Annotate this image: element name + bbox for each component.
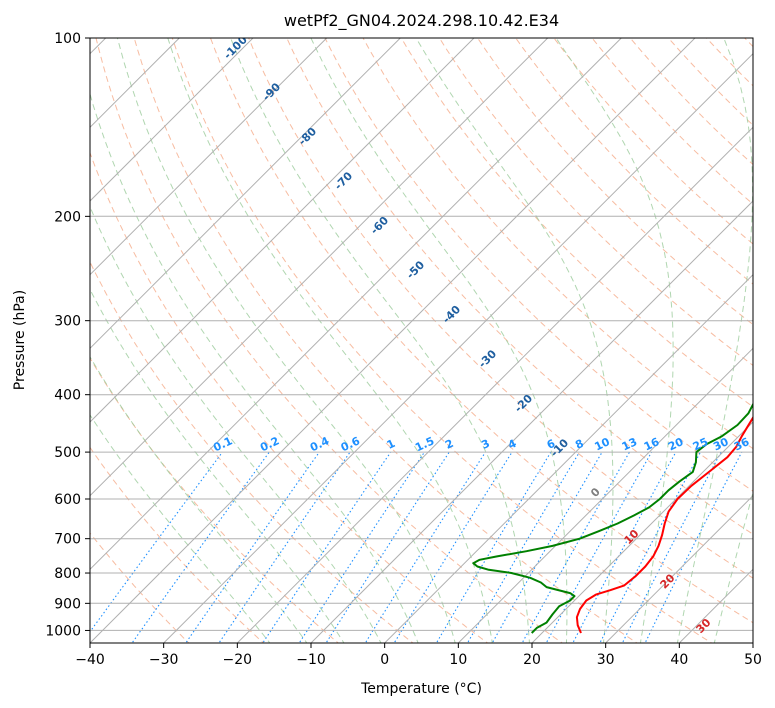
x-axis-title: Temperature (°C)	[360, 681, 482, 697]
isotherm-line	[531, 421, 753, 643]
mixing-ratio-line	[298, 451, 425, 643]
y-tick-label: 800	[54, 566, 81, 582]
mixing-ratio-label: 10	[593, 435, 613, 453]
y-tick-label: 400	[54, 388, 81, 404]
chart-title: wetPf2_GN04.2024.298.10.42.E34	[284, 11, 559, 31]
x-tick-label: 30	[597, 652, 615, 668]
mixing-ratio-line	[393, 451, 513, 643]
profile-lines	[472, 402, 753, 634]
mixing-ratio-line	[325, 451, 450, 643]
y-tick-label: 300	[54, 314, 81, 330]
mixing-ratio-line	[262, 451, 392, 643]
isotherm-line	[90, 38, 622, 571]
isotherm-line	[310, 200, 753, 643]
mixing-ratio-labels: 0.1 0.2 0.4 0.6 1 1.5 2 3 4 6 8 10 13 16 20 25 30 36	[211, 434, 751, 454]
x-tick-label: −10	[296, 652, 326, 668]
mixing-ratio-label: 16	[642, 435, 662, 453]
mixing-ratio-line	[90, 451, 223, 633]
mixing-ratio-label: 25	[691, 435, 710, 453]
grid-lines	[90, 38, 753, 643]
y-tick-label: 200	[54, 209, 81, 225]
y-tick-label: 1000	[45, 623, 81, 639]
moist-adiabat	[90, 205, 382, 643]
isotherm-line	[90, 38, 475, 423]
isotherm-line	[90, 38, 254, 202]
isotherm-line	[90, 38, 549, 497]
y-tick-label: 900	[54, 596, 81, 612]
mixing-ratio-line	[218, 451, 351, 643]
mixing-ratio-line	[572, 451, 677, 643]
mixing-ratio-line	[599, 451, 701, 643]
mixing-ratio-label: 36	[732, 435, 752, 453]
y-tick-label: 700	[54, 532, 81, 548]
y-tick-label: 100	[54, 31, 81, 47]
mixing-ratio-label: 30	[711, 435, 731, 453]
dry-adiabat	[90, 260, 414, 643]
isotherm-line	[457, 347, 753, 643]
y-axis: 100 200 300 400 500 600 700 800 900 1000	[45, 31, 90, 639]
x-tick-label: 20	[523, 652, 541, 668]
x-axis: −40 −30 −20 −10 0 10 20 30 40 50	[75, 643, 762, 668]
temperature-profile	[575, 415, 753, 634]
x-tick-label: 10	[449, 652, 467, 668]
plot-frame	[89, 37, 754, 644]
mixing-ratio-label: 20	[666, 435, 686, 453]
dry-adiabat	[90, 151, 489, 643]
x-tick-label: −40	[75, 652, 105, 668]
dewpoint-profile	[472, 402, 753, 634]
x-tick-label: 0	[380, 652, 389, 668]
isotherm-line	[90, 38, 401, 350]
y-axis-title: Pressure (hPa)	[12, 290, 28, 390]
mixing-ratio-line	[466, 451, 580, 643]
mixing-ratio-label: 13	[620, 435, 639, 453]
isotherm-line	[384, 273, 753, 643]
isotherm-line	[236, 126, 753, 643]
isotherm-line	[90, 38, 696, 643]
isotherm-line	[605, 494, 753, 643]
x-tick-label: −20	[223, 652, 253, 668]
isotherm-line	[163, 52, 753, 643]
mixing-ratio-line	[621, 451, 722, 643]
isotherm-line	[90, 38, 328, 276]
y-tick-label: 500	[54, 445, 81, 461]
mixing-ratio-line	[185, 451, 320, 643]
y-tick-label: 600	[54, 492, 81, 508]
x-tick-label: 50	[744, 652, 762, 668]
x-tick-label: −30	[149, 652, 179, 668]
moist-adiabat	[90, 92, 419, 643]
mixing-ratio-line	[131, 451, 270, 643]
x-tick-label: 40	[670, 652, 688, 668]
